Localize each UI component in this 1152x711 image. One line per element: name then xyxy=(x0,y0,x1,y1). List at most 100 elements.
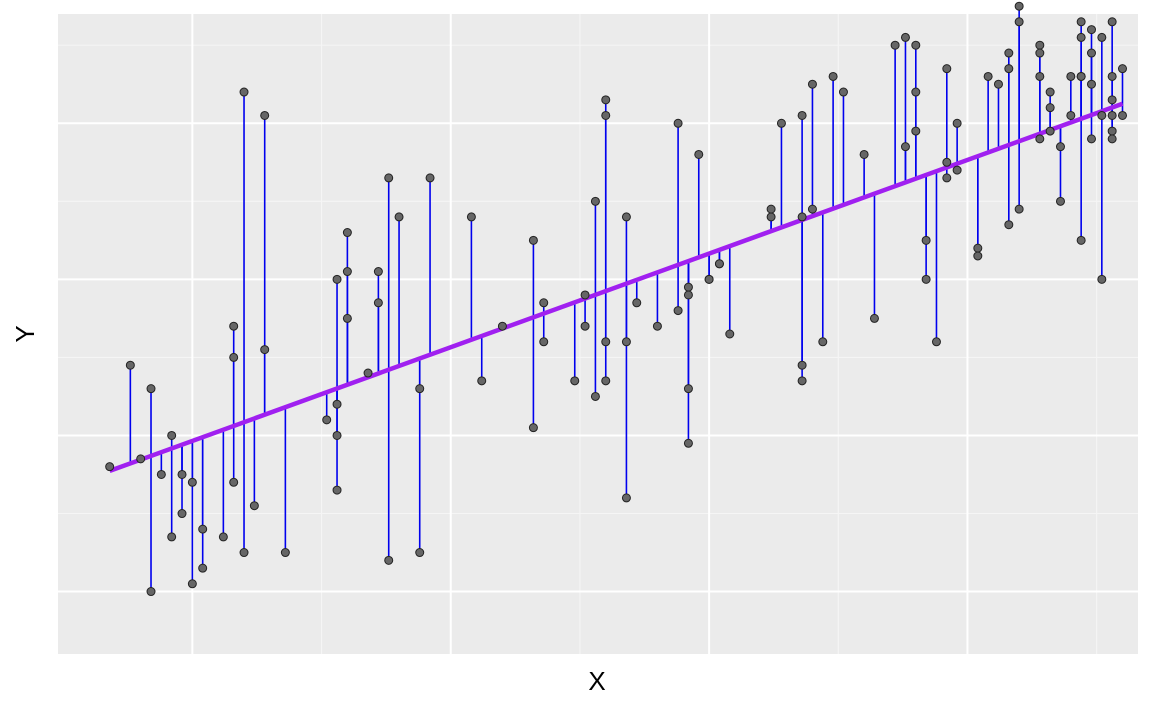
data-point xyxy=(239,87,249,97)
data-point xyxy=(797,360,807,370)
data-point xyxy=(776,118,786,128)
data-point xyxy=(125,360,135,370)
data-point xyxy=(570,376,580,386)
data-point xyxy=(1076,17,1086,27)
data-point xyxy=(931,337,941,347)
data-point xyxy=(1097,32,1107,42)
data-point xyxy=(683,384,693,394)
data-point xyxy=(1035,48,1045,58)
data-point xyxy=(942,173,952,183)
data-point xyxy=(229,321,239,331)
data-point xyxy=(1014,204,1024,214)
data-point xyxy=(1045,126,1055,136)
data-point xyxy=(590,196,600,206)
y-axis-title: Y xyxy=(10,325,40,342)
data-point xyxy=(797,376,807,386)
data-point xyxy=(1055,142,1065,152)
data-point xyxy=(249,501,259,511)
data-point xyxy=(652,321,662,331)
data-points xyxy=(105,1,1127,597)
data-point xyxy=(673,306,683,316)
data-point xyxy=(198,524,208,534)
data-point xyxy=(187,579,197,589)
data-point xyxy=(1117,64,1127,74)
x-axis-title: X xyxy=(588,666,605,696)
data-point xyxy=(342,228,352,238)
data-point xyxy=(942,64,952,74)
data-point xyxy=(900,32,910,42)
data-point xyxy=(1107,134,1117,144)
data-point xyxy=(1086,25,1096,35)
regression-line xyxy=(108,101,1124,474)
data-point xyxy=(838,87,848,97)
data-point xyxy=(621,212,631,222)
data-point xyxy=(890,40,900,50)
data-point xyxy=(1045,87,1055,97)
data-point xyxy=(869,313,879,323)
data-point xyxy=(1076,235,1086,245)
data-point xyxy=(260,345,270,355)
data-point xyxy=(704,274,714,284)
data-point xyxy=(1107,95,1117,105)
data-point xyxy=(260,110,270,120)
data-point xyxy=(1004,48,1014,58)
data-point xyxy=(911,126,921,136)
data-point xyxy=(818,337,828,347)
data-point xyxy=(539,298,549,308)
data-point xyxy=(673,118,683,128)
data-point xyxy=(342,313,352,323)
data-point xyxy=(859,149,869,159)
data-point xyxy=(146,384,156,394)
data-point xyxy=(394,212,404,222)
data-point xyxy=(477,376,487,386)
data-point xyxy=(1035,40,1045,50)
data-point xyxy=(911,87,921,97)
data-point xyxy=(1086,48,1096,58)
data-point xyxy=(415,384,425,394)
data-point xyxy=(1086,79,1096,89)
data-point xyxy=(766,204,776,214)
data-point xyxy=(1097,274,1107,284)
data-point xyxy=(725,329,735,339)
data-point xyxy=(580,321,590,331)
data-point xyxy=(601,95,611,105)
data-point xyxy=(973,243,983,253)
data-point xyxy=(694,149,704,159)
data-point xyxy=(1117,110,1127,120)
data-point xyxy=(952,118,962,128)
data-point xyxy=(1076,32,1086,42)
data-point xyxy=(580,290,590,300)
data-point xyxy=(167,430,177,440)
data-point xyxy=(1086,134,1096,144)
data-point xyxy=(146,587,156,597)
data-point xyxy=(373,267,383,277)
data-point xyxy=(415,548,425,558)
data-point xyxy=(280,548,290,558)
data-point xyxy=(1004,64,1014,74)
data-point xyxy=(1045,103,1055,113)
data-point xyxy=(198,563,208,573)
data-point xyxy=(332,430,342,440)
data-point xyxy=(1014,1,1024,11)
data-point xyxy=(993,79,1003,89)
data-point xyxy=(797,212,807,222)
data-point xyxy=(1107,71,1117,81)
data-point xyxy=(373,298,383,308)
data-point xyxy=(828,71,838,81)
data-point xyxy=(528,235,538,245)
data-point xyxy=(332,274,342,284)
data-point xyxy=(466,212,476,222)
data-point xyxy=(1035,134,1045,144)
data-point xyxy=(683,438,693,448)
data-point xyxy=(1107,126,1117,136)
data-point xyxy=(239,548,249,558)
data-point xyxy=(177,469,187,479)
data-point xyxy=(900,142,910,152)
data-point xyxy=(187,477,197,487)
data-point xyxy=(952,165,962,175)
data-point xyxy=(1014,17,1024,27)
data-point xyxy=(973,251,983,261)
plot-panel xyxy=(58,14,1138,654)
data-point xyxy=(942,157,952,167)
